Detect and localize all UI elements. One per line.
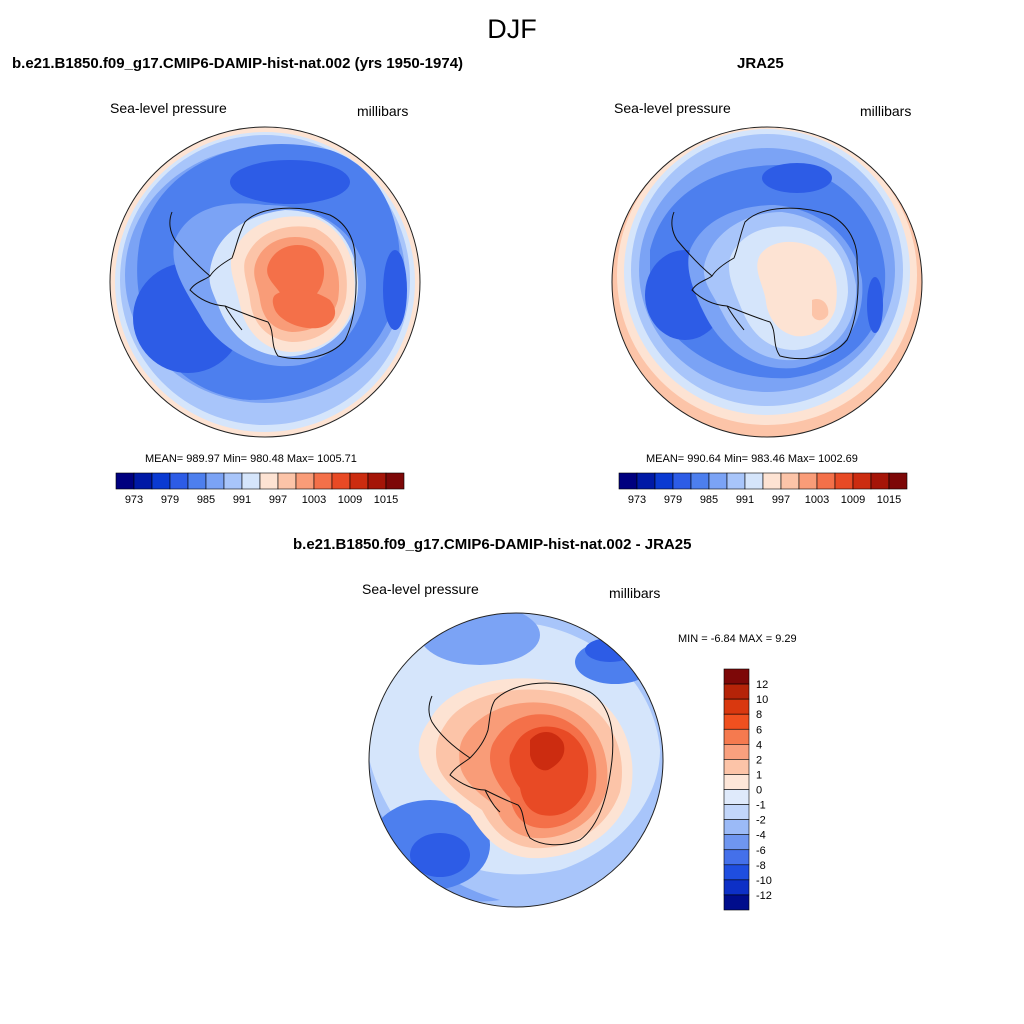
colorbar-difference-swatch <box>723 879 750 896</box>
polar-map-jra25 <box>611 126 923 438</box>
panel-title-model: b.e21.B1850.f09_g17.CMIP6-DAMIP-hist-nat… <box>12 55 464 72</box>
variable-label-difference: Sea-level pressure <box>362 581 479 597</box>
units-label-difference: millibars <box>609 585 661 601</box>
colorbar-jra25-swatch <box>654 472 674 490</box>
colorbar-jra25-swatch <box>870 472 890 490</box>
colorbar-difference-tick-label: -8 <box>756 860 766 872</box>
colorbar-difference-tick-label: 0 <box>756 785 762 797</box>
polar-map-model <box>109 126 421 438</box>
colorbar-model-swatch <box>331 472 351 490</box>
colorbar-model: 973 979 985 991 997 1003 1009 1015 <box>115 472 405 506</box>
panel-title-jra25: JRA25 <box>737 55 784 72</box>
colorbar-difference-swatch <box>723 728 750 745</box>
colorbar-model-swatch <box>151 472 171 490</box>
colorbar-jra25: 973 979 985 991 997 1003 1009 1015 <box>618 472 908 506</box>
colorbar-model-tick-label: 997 <box>269 494 287 506</box>
colorbar-model-swatch <box>259 472 279 490</box>
colorbar-jra25-swatch <box>618 472 638 490</box>
variable-label-model: Sea-level pressure <box>110 100 227 116</box>
colorbar-model-tick-label: 985 <box>197 494 215 506</box>
figure-title: DJF <box>487 14 537 44</box>
colorbar-jra25-tick-label: 1003 <box>805 494 829 506</box>
colorbar-difference-tick-label: -6 <box>756 845 766 857</box>
colorbar-model-swatch <box>205 472 225 490</box>
colorbar-model-tick-label: 1009 <box>338 494 362 506</box>
colorbar-difference-swatch <box>723 864 750 881</box>
colorbar-difference-swatch <box>723 698 750 715</box>
colorbar-model-swatch <box>313 472 333 490</box>
colorbar-jra25-swatch <box>690 472 710 490</box>
colorbar-model-tick-label: 1015 <box>374 494 398 506</box>
colorbar-difference-swatch <box>723 834 750 851</box>
colorbar-model-swatch <box>385 472 405 490</box>
colorbar-difference-tick-label: -12 <box>756 890 772 902</box>
colorbar-jra25-tick-label: 1015 <box>877 494 901 506</box>
units-label-jra25: millibars <box>860 103 912 119</box>
colorbar-difference-tick-label: 12 <box>756 679 768 691</box>
colorbar-difference-tick-label: 1 <box>756 769 762 781</box>
colorbar-model-swatch <box>115 472 135 490</box>
colorbar-jra25-swatch <box>780 472 800 490</box>
colorbar-jra25-swatch <box>672 472 692 490</box>
stats-jra25: MEAN= 990.64 Min= 983.46 Max= 1002.69 <box>646 453 858 465</box>
colorbar-difference-swatch <box>723 759 750 775</box>
colorbar-difference-tick-label: -10 <box>756 875 772 887</box>
colorbar-jra25-swatch <box>708 472 728 490</box>
colorbar-difference-tick-label: 10 <box>756 694 768 706</box>
colorbar-model-swatch <box>169 472 189 490</box>
colorbar-model-tick-label: 1003 <box>302 494 326 506</box>
colorbar-jra25-tick-label: 997 <box>772 494 790 506</box>
colorbar-difference-tick-label: 2 <box>756 754 762 766</box>
colorbar-jra25-swatch <box>726 472 746 490</box>
stats-difference: MIN = -6.84 MAX = 9.29 <box>678 633 797 645</box>
colorbar-jra25-swatch <box>762 472 782 490</box>
colorbar-jra25-tick-label: 991 <box>736 494 754 506</box>
colorbar-difference-swatch <box>723 819 750 835</box>
colorbar-difference-swatch <box>723 849 750 866</box>
colorbar-model-swatch <box>277 472 297 490</box>
colorbar-difference-swatch <box>723 894 750 911</box>
colorbar-model-swatch <box>187 472 207 490</box>
colorbar-difference-tick-label: 6 <box>756 724 762 736</box>
colorbar-difference-swatch <box>723 789 750 805</box>
colorbar-difference-swatch <box>723 668 750 685</box>
colorbar-difference-tick-label: 4 <box>756 739 762 751</box>
colorbar-difference-tick-label: -4 <box>756 830 766 842</box>
colorbar-model-tick-label: 991 <box>233 494 251 506</box>
colorbar-jra25-swatch <box>834 472 854 490</box>
colorbar-jra25-tick-label: 973 <box>628 494 646 506</box>
colorbar-model-swatch <box>295 472 315 490</box>
colorbar-jra25-swatch <box>852 472 872 490</box>
polar-map-difference <box>368 612 664 908</box>
colorbar-difference-swatch <box>723 744 750 760</box>
colorbar-jra25-swatch <box>798 472 818 490</box>
colorbar-model-swatch <box>223 472 243 490</box>
colorbar-jra25-tick-label: 1009 <box>841 494 865 506</box>
colorbar-model-swatch <box>133 472 153 490</box>
stats-model: MEAN= 989.97 Min= 980.48 Max= 1005.71 <box>145 453 357 465</box>
colorbar-difference-tick-label: -1 <box>756 800 766 812</box>
colorbar-jra25-swatch <box>888 472 908 490</box>
colorbar-difference-swatch <box>723 683 750 700</box>
colorbar-model-tick-label: 979 <box>161 494 179 506</box>
colorbar-jra25-swatch <box>816 472 836 490</box>
colorbar-model-swatch <box>367 472 387 490</box>
colorbar-model-tick-label: 973 <box>125 494 143 506</box>
colorbar-model-swatch <box>241 472 261 490</box>
colorbar-difference-tick-label: -2 <box>756 815 766 827</box>
colorbar-jra25-swatch <box>744 472 764 490</box>
colorbar-difference-swatch <box>723 713 750 730</box>
units-label-model: millibars <box>357 103 409 119</box>
panel-title-difference: b.e21.B1850.f09_g17.CMIP6-DAMIP-hist-nat… <box>293 536 692 553</box>
colorbar-difference-swatch <box>723 774 750 790</box>
colorbar-jra25-swatch <box>636 472 656 490</box>
colorbar-model-swatch <box>349 472 369 490</box>
colorbar-jra25-tick-label: 979 <box>664 494 682 506</box>
colorbar-jra25-tick-label: 985 <box>700 494 718 506</box>
colorbar-difference-swatch <box>723 804 750 820</box>
colorbar-difference-tick-label: 8 <box>756 709 762 721</box>
variable-label-jra25: Sea-level pressure <box>614 100 731 116</box>
